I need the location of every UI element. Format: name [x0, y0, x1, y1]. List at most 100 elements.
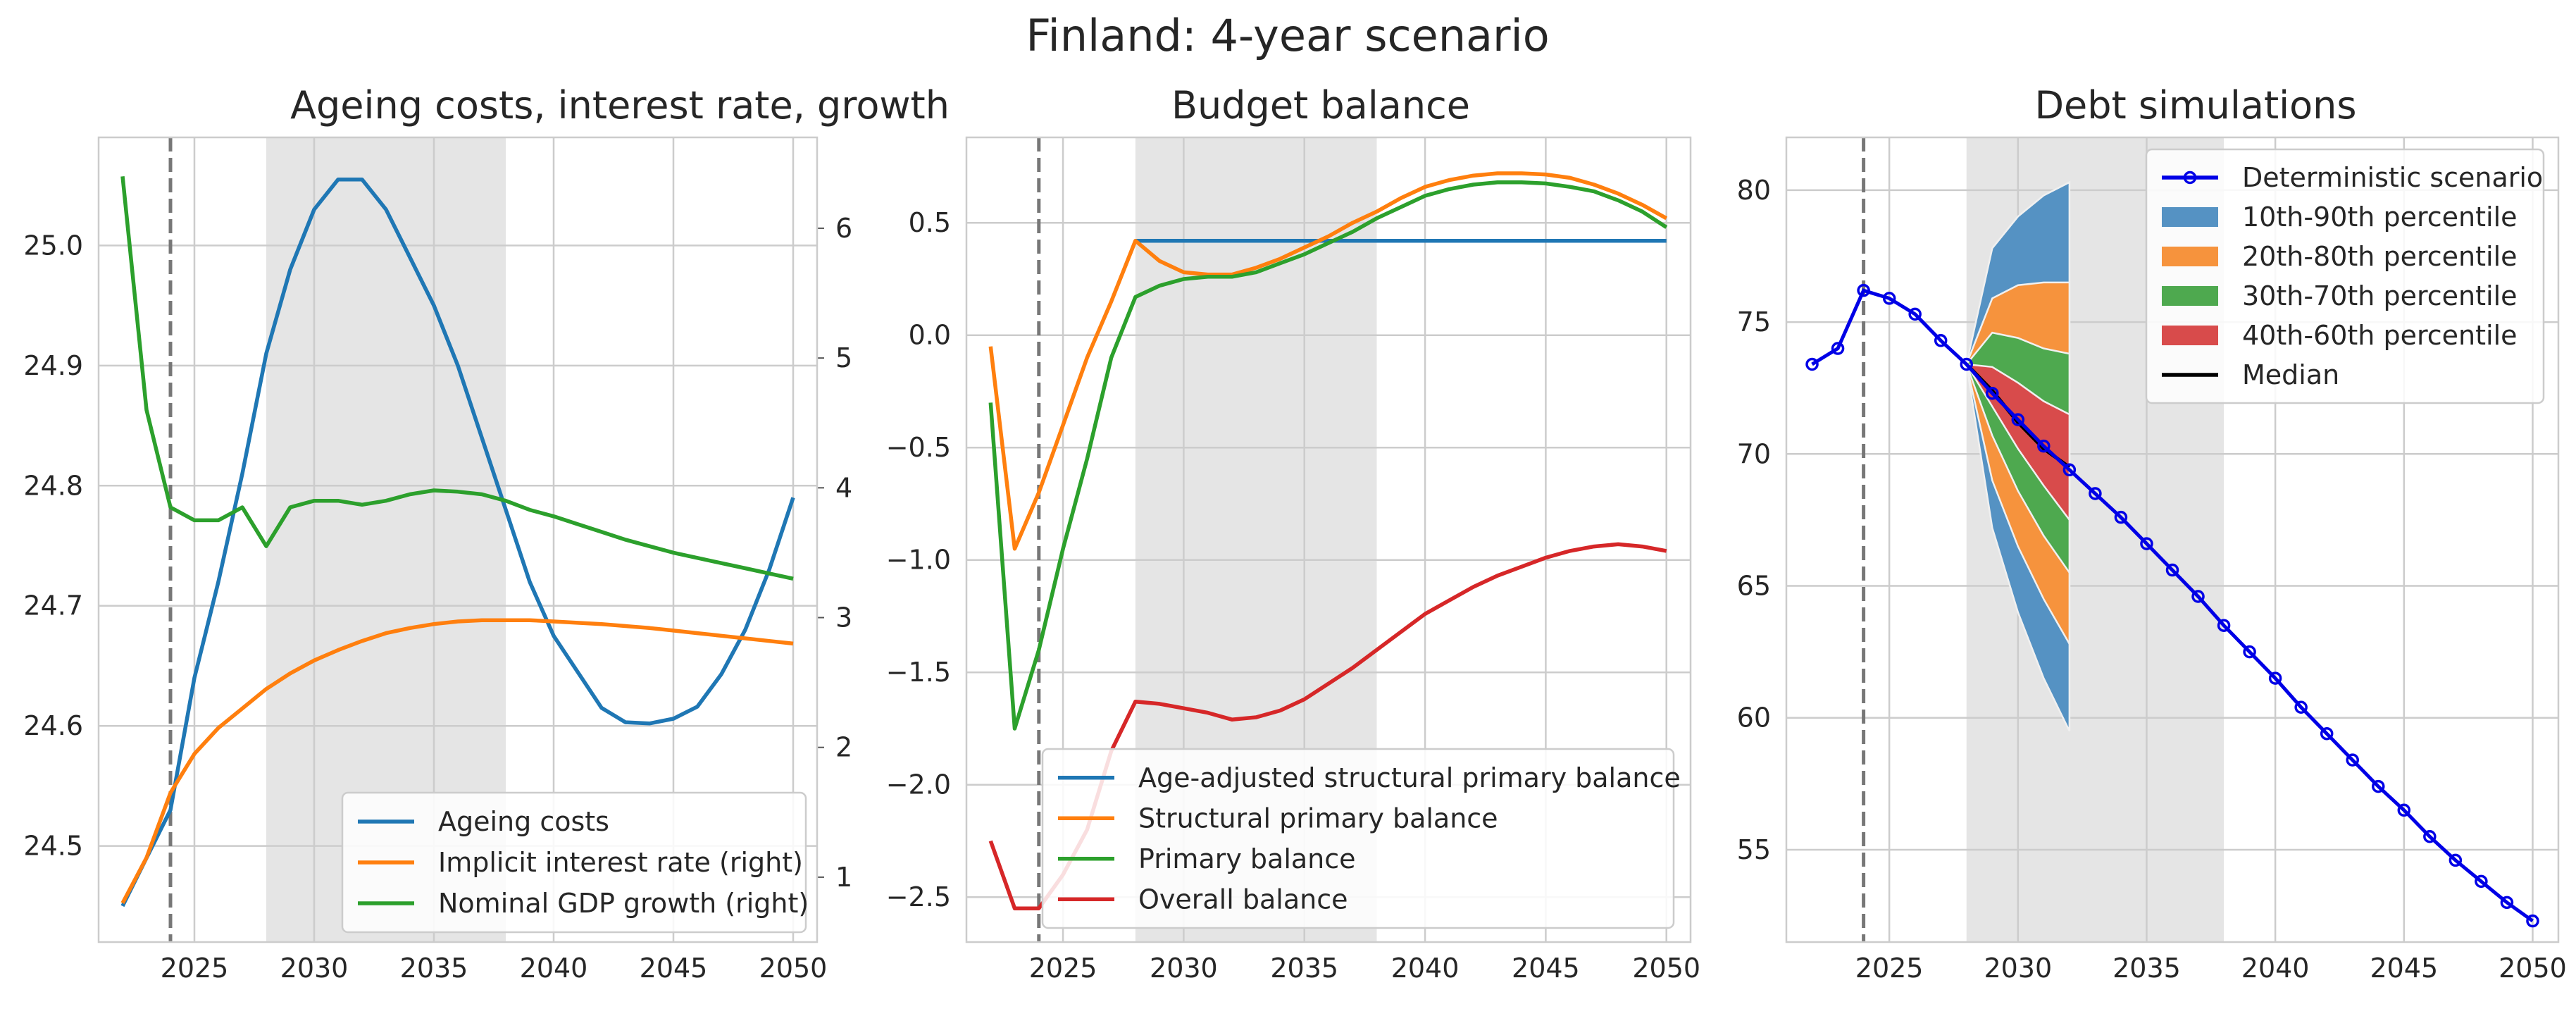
- legend-label: 40th-60th percentile: [2242, 320, 2518, 351]
- y-tick-label: −1.0: [886, 545, 951, 576]
- right-y-tick-label: 1: [835, 862, 852, 893]
- right-y-tick-label: 3: [835, 602, 852, 633]
- x-tick-label: 2050: [1632, 953, 1700, 984]
- panel-title-budget: Budget balance: [1171, 83, 1470, 128]
- x-tick-label: 2050: [2499, 953, 2567, 984]
- deterministic-point: [1960, 357, 1973, 371]
- plot-frame: [965, 136, 1692, 943]
- x-tick-label: 2040: [1391, 953, 1460, 984]
- figure-title: Finland: 4-year scenario: [1026, 10, 1549, 61]
- deterministic-point: [2346, 753, 2359, 767]
- plot-frame: [1785, 136, 2560, 943]
- legend-label: Implicit interest rate (right): [438, 847, 803, 878]
- y-tick-label: −1.5: [886, 657, 951, 688]
- deterministic-point: [1831, 342, 1845, 355]
- y-tick-label: 24.9: [23, 350, 83, 381]
- x-tick-label: 2050: [759, 953, 828, 984]
- legend-swatch: [2162, 247, 2218, 266]
- legend-debt: Deterministic scenario 10th-90th percenti…: [2145, 148, 2545, 404]
- y-tick-label: 60: [1737, 702, 1771, 733]
- y-tick-label: −0.5: [886, 432, 951, 463]
- y-tick-label: 25.0: [23, 230, 83, 261]
- y-tick-label: 24.6: [23, 710, 83, 741]
- legend-label: Ageing costs: [438, 806, 609, 837]
- legend-swatch: [2162, 286, 2218, 306]
- deterministic-point: [2165, 563, 2179, 577]
- x-tick-label: 2025: [1029, 953, 1097, 984]
- deterministic-point: [1908, 307, 1922, 321]
- y-tick-label: 80: [1737, 175, 1771, 206]
- panel-title-debt: Debt simulations: [2034, 83, 2356, 128]
- deterministic-point: [2449, 853, 2463, 867]
- legend-ageing: Ageing costs Implicit interest rate (righ…: [341, 791, 809, 934]
- series-line: [988, 180, 1668, 731]
- right-y-tick-label: 4: [835, 472, 852, 503]
- deterministic-point: [2243, 645, 2256, 659]
- panel-ageing-costs: Ageing costs, interest rate, growth 2025…: [23, 83, 950, 984]
- panel-budget-balance: Budget balance 2025 2030 2035 2040 2045 2050 −…: [886, 83, 1700, 984]
- legend-label: Structural primary balance: [1138, 803, 1498, 834]
- deterministic-point: [1882, 292, 1896, 305]
- deterministic-point: [2037, 439, 2051, 453]
- series-line: [988, 171, 1668, 551]
- y-tick-label: −2.0: [886, 769, 951, 800]
- deterministic-point: [2191, 590, 2205, 603]
- y-tick-label: 75: [1737, 307, 1771, 338]
- y-tick-label: 24.5: [23, 831, 83, 862]
- deterministic-point: [2294, 700, 2308, 714]
- deterministic-point: [2475, 874, 2488, 889]
- x-tick-label: 2045: [1512, 953, 1580, 984]
- deterministic-point: [2140, 537, 2153, 550]
- deterministic-point: [2217, 619, 2231, 632]
- legend-budget: Age-adjusted structural primary balance S…: [1041, 748, 1681, 929]
- x-tick-label: 2035: [2113, 953, 2181, 984]
- deterministic-point: [2372, 779, 2385, 793]
- deterministic-point: [2268, 671, 2282, 685]
- legend-label: Primary balance: [1138, 843, 1356, 874]
- x-tick-label: 2040: [2241, 953, 2310, 984]
- panel-title-ageing: Ageing costs, interest rate, growth: [290, 83, 950, 128]
- deterministic-point: [2526, 914, 2539, 928]
- right-y-tick-label: 6: [835, 213, 852, 244]
- legend-label: Age-adjusted structural primary balance: [1138, 762, 1681, 793]
- plot-frame: [97, 136, 819, 943]
- legend-swatch: [2162, 207, 2218, 227]
- deterministic-point: [2320, 726, 2334, 741]
- legend-label: 30th-70th percentile: [2242, 280, 2518, 311]
- y-tick-label: 65: [1737, 571, 1771, 602]
- x-tick-label: 2030: [280, 953, 349, 984]
- x-tick-label: 2045: [640, 953, 708, 984]
- y-tick-label: 0.0: [909, 320, 951, 351]
- y-tick-label: 70: [1737, 438, 1771, 469]
- deterministic-point: [2062, 463, 2077, 477]
- legend-label: 20th-80th percentile: [2242, 241, 2518, 272]
- legend-label: Overall balance: [1138, 884, 1348, 915]
- series-line: [120, 176, 794, 581]
- y-tick-label: 24.8: [23, 470, 83, 501]
- deterministic-point: [2114, 510, 2128, 524]
- deterministic-point: [1857, 283, 1870, 297]
- legend-label: 10th-90th percentile: [2242, 202, 2518, 233]
- deterministic-point: [2500, 896, 2514, 910]
- series-line: [120, 618, 794, 904]
- deterministic-point: [2423, 829, 2437, 843]
- right-y-tick-label: 2: [835, 732, 852, 763]
- legend-label: Median: [2242, 359, 2339, 390]
- deterministic-point: [2397, 803, 2411, 817]
- deterministic-line: [1811, 288, 2534, 923]
- legend-box: [341, 791, 807, 934]
- x-tick-label: 2040: [520, 953, 588, 984]
- legend-box: [2145, 148, 2545, 404]
- x-tick-label: 2030: [1150, 953, 1218, 984]
- deterministic-point: [1986, 386, 1999, 400]
- legend-label: Deterministic scenario: [2242, 162, 2543, 193]
- x-tick-label: 2025: [161, 953, 229, 984]
- legend-marker: [2183, 171, 2197, 185]
- legend-label: Nominal GDP growth (right): [438, 888, 809, 919]
- panel-debt-simulations: Debt simulations 2025 2030 2035 2040 2045 205…: [1737, 83, 2567, 984]
- deterministic-point: [2089, 487, 2102, 500]
- right-y-tick-label: 5: [835, 342, 852, 373]
- y-tick-label: 0.5: [909, 207, 951, 238]
- x-tick-label: 2045: [2370, 953, 2438, 984]
